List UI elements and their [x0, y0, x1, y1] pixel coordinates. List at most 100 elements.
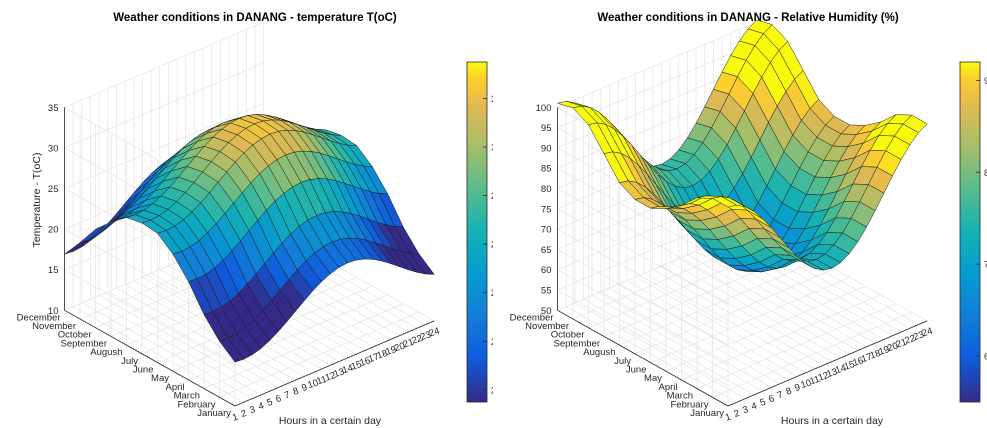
- x-tick-label: 18: [376, 348, 389, 362]
- x-tick-label: 8: [292, 386, 300, 398]
- x-tick-label: 20: [393, 340, 406, 354]
- grid-line: [695, 250, 867, 348]
- temperature-surface-chart: Weather conditions in DANANG - temperatu…: [17, 12, 493, 427]
- grid-line: [634, 268, 835, 355]
- grid-line: [557, 167, 729, 265]
- y-tick-label: March: [174, 391, 200, 402]
- y-tick-label: January: [690, 408, 724, 419]
- x-tick-label: 3: [741, 404, 749, 416]
- z-tick-label: 30: [48, 143, 59, 154]
- z-tick-label: 35: [48, 103, 59, 114]
- grid-line: [591, 295, 763, 392]
- colorbar-tick-label: 30: [491, 143, 493, 153]
- x-tick-label: 12: [817, 370, 830, 384]
- grid-line: [124, 284, 296, 381]
- y-tick-label: February: [177, 399, 215, 410]
- chart-title: Weather conditions in DANANG - temperatu…: [113, 12, 397, 24]
- y-tick-label: October: [58, 330, 92, 341]
- grid-line: [619, 259, 819, 346]
- z-tick-label: 15: [48, 265, 59, 276]
- z-tick-label: 85: [541, 164, 552, 175]
- grid-line: [643, 272, 815, 370]
- x-axis-line: [727, 320, 928, 407]
- grid-line: [557, 269, 729, 366]
- y-tick-label: December: [510, 312, 554, 323]
- x-tick-label: 7: [283, 389, 291, 401]
- x-tick-label: 4: [750, 400, 758, 412]
- colorbar-tick-label: 26: [491, 240, 493, 250]
- x-tick-label: 11: [315, 374, 328, 388]
- x-tick-label: 13: [825, 366, 838, 380]
- y-axis-line: [557, 309, 729, 407]
- colorbar-tick-label: 22: [491, 337, 493, 347]
- x-tick-label: 13: [332, 366, 345, 380]
- y-tick-label: Augush: [583, 347, 615, 358]
- y-tick-label: October: [551, 330, 585, 341]
- y-tick-label: November: [32, 321, 76, 332]
- grid-line: [64, 21, 264, 108]
- x-tick-label: 10: [799, 377, 812, 391]
- grid-line: [188, 294, 388, 381]
- y-tick-label: November: [525, 321, 569, 332]
- grid-line: [116, 287, 288, 385]
- x-tick-label: 23: [419, 329, 432, 343]
- x-tick-label: 21: [402, 337, 415, 351]
- z-tick-label: 25: [48, 184, 59, 195]
- colorbar: [959, 61, 981, 403]
- grid-line: [609, 287, 781, 385]
- z-tick-label: 20: [48, 225, 59, 236]
- x-tick-label: 12: [324, 370, 337, 384]
- grid-line: [219, 311, 419, 398]
- grid-line: [557, 249, 729, 346]
- y-tick-label: June: [133, 365, 154, 376]
- x-tick-label: 11: [808, 374, 821, 388]
- x-tick-label: 3: [248, 404, 256, 416]
- grid-line: [64, 269, 236, 366]
- colorbar-tick-label: 28: [491, 191, 493, 201]
- grid-line: [687, 254, 859, 351]
- x-tick-label: 15: [350, 359, 363, 373]
- grid-line: [617, 284, 789, 381]
- x-tick-label: 22: [903, 333, 916, 347]
- y-tick-label: January: [197, 408, 231, 419]
- x-tick-label: 5: [266, 397, 274, 409]
- z-tick-label: 90: [541, 143, 552, 154]
- grid-line: [557, 188, 729, 285]
- grid-line: [661, 265, 833, 362]
- grid-line: [678, 258, 850, 355]
- grid-line: [557, 208, 729, 305]
- z-tick-label: 100: [536, 103, 552, 114]
- grid-line: [583, 298, 755, 396]
- y-tick-label: April: [658, 382, 677, 393]
- x-tick-label: 17: [860, 352, 873, 366]
- grid-line: [107, 291, 279, 388]
- surface-patch: [79, 226, 105, 243]
- y-tick-label: December: [17, 312, 61, 323]
- grid-line: [72, 306, 244, 403]
- z-tick-label: 70: [541, 225, 552, 236]
- grid-line: [565, 306, 737, 403]
- colorbar-tick-label: 24: [491, 288, 493, 298]
- chart-title: Weather conditions in DANANG - Relative …: [597, 12, 899, 24]
- colorbar: [466, 61, 488, 403]
- z-tick-label: 75: [541, 204, 552, 215]
- x-tick-label: 22: [410, 333, 423, 347]
- y-tick-label: April: [165, 382, 184, 393]
- x-tick-label: 7: [776, 389, 784, 401]
- grid-line: [712, 311, 912, 398]
- grid-line: [600, 291, 772, 388]
- x-tick-label: 10: [306, 377, 319, 391]
- x-tick-label: 2: [733, 408, 741, 420]
- y-axis-line: [64, 309, 236, 407]
- grid-line: [681, 294, 881, 381]
- x-tick-label: 9: [793, 382, 801, 394]
- x-tick-label: 14: [341, 363, 354, 377]
- z-tick-label: 10: [48, 306, 59, 317]
- x-axis-line: [234, 320, 435, 407]
- x-tick-label: 9: [300, 382, 308, 394]
- x-tick-label: 8: [785, 386, 793, 398]
- x-tick-label: 1: [724, 412, 732, 424]
- x-tick-label: 6: [767, 393, 775, 405]
- grid-line: [557, 228, 729, 326]
